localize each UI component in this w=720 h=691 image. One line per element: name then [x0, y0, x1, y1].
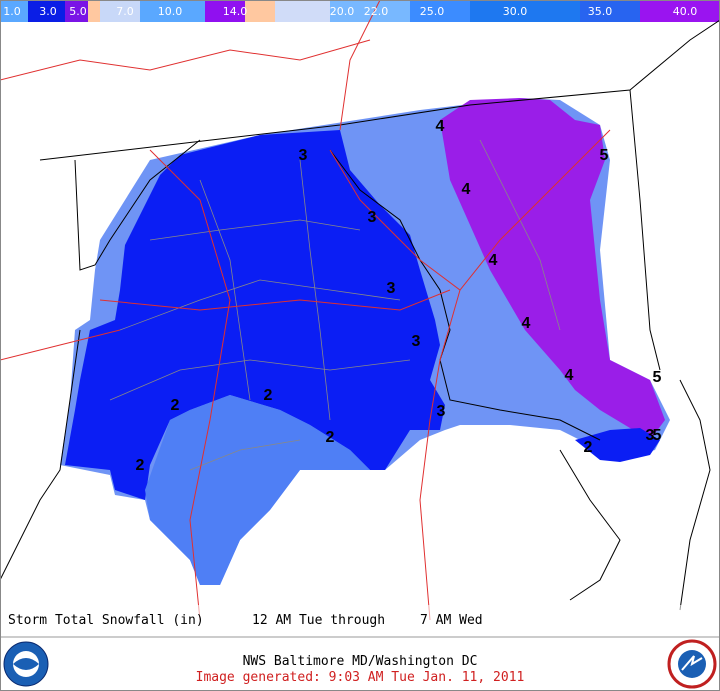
footer-office: NWS Baltimore MD/Washington DC: [243, 654, 478, 669]
contour-label: 4: [462, 181, 471, 198]
legend-label: 20.0: [330, 5, 355, 18]
contour-label: 3: [412, 333, 421, 350]
contour-label: 2: [136, 457, 145, 474]
contour-label: 5: [653, 369, 662, 386]
contour-labels: 3 3 3 3 3 3 2 2 2 2 2 4 4 4 4 4 5 5 5: [136, 118, 662, 474]
legend-label: 5.0: [69, 5, 87, 18]
caption-title: Storm Total Snowfall (in): [8, 613, 204, 628]
contour-label: 3: [437, 403, 446, 420]
contour-label: 3: [299, 147, 308, 164]
legend-label: 3.0: [39, 5, 57, 18]
caption-band: [0, 605, 720, 635]
contour-label: 5: [600, 147, 609, 164]
contour-label: 4: [436, 118, 445, 135]
legend-label: 22.0: [364, 5, 389, 18]
noaa-logo: [3, 641, 49, 687]
legend-labels: 1.0 3.0 5.0 7.0 10.0 14.0 20.0 22.0 25.0 30.0 35.0…: [3, 5, 697, 18]
shaded-regions: [60, 98, 670, 585]
legend-label: 25.0: [420, 5, 445, 18]
footer-generated: Image generated: 9:03 AM Tue Jan. 11, 20…: [196, 670, 525, 685]
legend-label: 7.0: [116, 5, 134, 18]
contour-label: 2: [171, 397, 180, 414]
contour-label: 3: [646, 427, 655, 444]
nws-logo: [667, 639, 717, 689]
legend-label: 1.0: [3, 5, 21, 18]
footer-band: [0, 637, 720, 691]
contour-label: 2: [326, 429, 335, 446]
legend-bar: [0, 0, 720, 22]
contour-label: 2: [264, 387, 273, 404]
legend-label: 40.0: [673, 5, 698, 18]
contour-label: 2: [584, 439, 593, 456]
contour-label: 3: [387, 280, 396, 297]
legend-label: 14.0: [223, 5, 248, 18]
legend-label: 35.0: [588, 5, 613, 18]
contour-label: 4: [565, 367, 574, 384]
legend-label: 30.0: [503, 5, 528, 18]
county-lines: [109, 139, 561, 471]
contour-label: 4: [489, 252, 498, 269]
legend-label: 10.0: [158, 5, 183, 18]
state-borders: [0, 19, 720, 611]
contour-label: 4: [522, 315, 531, 332]
contour-label: 3: [368, 209, 377, 226]
caption-start: 12 AM Tue through: [252, 613, 385, 628]
caption-end: 7 AM Wed: [420, 613, 483, 628]
roads: [0, 0, 611, 621]
contour-label: 5: [653, 427, 662, 444]
